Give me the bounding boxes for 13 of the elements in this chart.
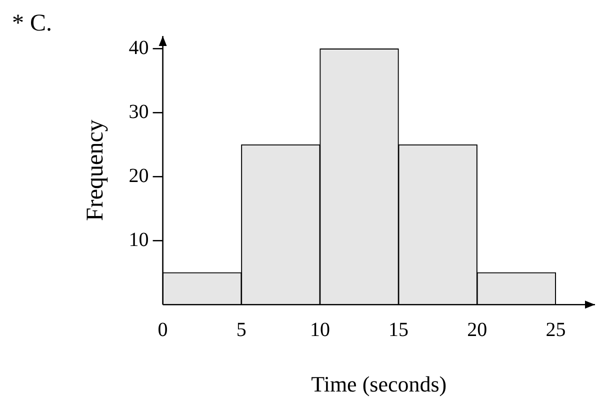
x-tick-label: 20 — [467, 318, 488, 341]
x-tick-label: 0 — [158, 318, 168, 341]
y-axis-title: Frequency — [82, 120, 109, 221]
x-tick-label: 5 — [236, 318, 246, 341]
x-tick-label: 25 — [546, 318, 566, 341]
y-tick-label: 40 — [128, 37, 149, 60]
x-axis-title: Time (seconds) — [311, 372, 447, 397]
y-tick-label: 30 — [128, 100, 149, 123]
y-tick-label: 10 — [128, 228, 149, 251]
y-tick-label: 20 — [128, 164, 149, 187]
text: * C. — [12, 10, 52, 36]
x-tick-label: 10 — [310, 318, 330, 341]
x-tick-label: 15 — [388, 318, 409, 341]
